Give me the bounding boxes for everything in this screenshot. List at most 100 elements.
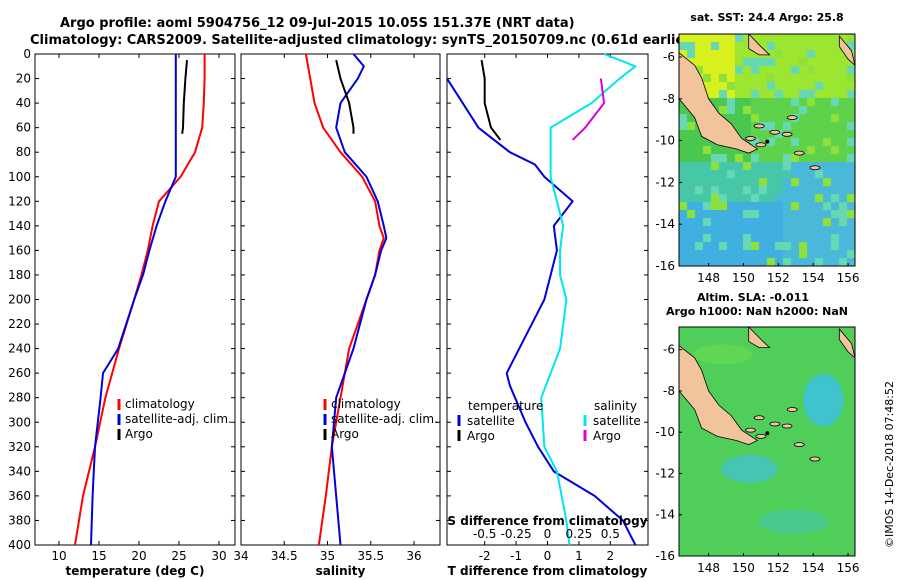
sst-cell: [759, 106, 767, 114]
sst-cell: [839, 34, 847, 42]
sst-cell: [703, 66, 711, 74]
sst-cell: [719, 178, 727, 186]
sst-cell: [783, 122, 791, 130]
sst-cell: [719, 186, 727, 194]
sst-cell: [815, 58, 823, 66]
sst-cell: [703, 74, 711, 82]
sst-cell: [839, 74, 847, 82]
sst-cell: [807, 154, 815, 162]
y-tick-label: 380: [8, 513, 31, 527]
sst-cell: [711, 194, 719, 202]
sst-cell: [687, 186, 695, 194]
y-tick-label: 260: [8, 366, 31, 380]
sst-cell: [807, 258, 815, 266]
sst-cell: [775, 90, 783, 98]
sst-cell: [751, 74, 759, 82]
sst-cell: [839, 58, 847, 66]
sst-cell: [783, 258, 791, 266]
sst-cell: [703, 210, 711, 218]
sst-cell: [759, 234, 767, 242]
sst-cell: [831, 138, 839, 146]
sst-cell: [799, 186, 807, 194]
sst-cell: [807, 74, 815, 82]
sst-cell: [823, 202, 831, 210]
sst-cell: [839, 202, 847, 210]
sst-cell: [759, 242, 767, 250]
sst-cell: [839, 162, 847, 170]
sst-cell: [807, 194, 815, 202]
legend-label: Argo: [593, 429, 621, 443]
x-tick-label: 148: [697, 561, 720, 575]
sst-cell: [839, 130, 847, 138]
island: [769, 129, 781, 135]
sst-cell: [735, 194, 743, 202]
sst-cell: [807, 250, 815, 258]
sst-cell: [711, 226, 719, 234]
sst-cell: [719, 50, 727, 58]
sst-cell: [807, 202, 815, 210]
legend-label: Argo: [467, 429, 495, 443]
sst-cell: [783, 82, 791, 90]
y-tick-label: -10: [655, 134, 675, 148]
sst-cell: [711, 98, 719, 106]
sst-cell: [783, 242, 791, 250]
y-tick-label: -6: [663, 50, 675, 64]
sst-cell: [679, 50, 687, 58]
sst-cell: [823, 226, 831, 234]
sst-cell: [831, 130, 839, 138]
sst-cell: [751, 34, 759, 42]
sst-cell: [831, 154, 839, 162]
sst-cell: [775, 42, 783, 50]
sst-cell: [687, 250, 695, 258]
y-tick-label: 80: [16, 145, 31, 159]
sst-cell: [767, 250, 775, 258]
sst-cell: [799, 106, 807, 114]
sst-cell: [687, 170, 695, 178]
sst-cell: [831, 50, 839, 58]
sst-cell: [767, 170, 775, 178]
sst-cell: [751, 258, 759, 266]
x-axis-label-secondary: S difference from climatology: [447, 514, 647, 528]
sst-cell: [823, 42, 831, 50]
sst-cell: [839, 138, 847, 146]
legend-label: Argo: [125, 427, 153, 441]
sst-cell: [775, 162, 783, 170]
sst-cell: [783, 66, 791, 74]
map-frame: [678, 326, 856, 557]
sst-cell: [799, 34, 807, 42]
sst-cell: [783, 138, 791, 146]
sst-cell: [799, 138, 807, 146]
x-axis-label: T difference from climatology: [448, 564, 648, 578]
sst-cell: [703, 58, 711, 66]
legend-label: Argo: [331, 427, 359, 441]
sst-cell: [767, 218, 775, 226]
sst-cell: [847, 210, 855, 218]
sst-cell: [735, 258, 743, 266]
sst-cell: [695, 34, 703, 42]
sst-cell: [831, 194, 839, 202]
sst-cell: [735, 82, 743, 90]
sst-cell: [823, 138, 831, 146]
sst-cell: [799, 42, 807, 50]
sst-cell: [751, 242, 759, 250]
sst-cell: [831, 146, 839, 154]
sst-cell: [751, 178, 759, 186]
sst-cell: [783, 154, 791, 162]
sst-cell: [711, 90, 719, 98]
sst-cell: [831, 90, 839, 98]
sst-cell: [727, 146, 735, 154]
y-tick-label: 60: [16, 121, 31, 135]
sst-cell: [743, 50, 751, 58]
sst-cell: [791, 90, 799, 98]
sst-cell: [807, 146, 815, 154]
sst-cell: [687, 258, 695, 266]
sst-cell: [695, 250, 703, 258]
sst-cell: [775, 138, 783, 146]
sst-cell: [799, 218, 807, 226]
sst-cell: [719, 170, 727, 178]
sst-cell: [847, 226, 855, 234]
sst-cell: [687, 34, 695, 42]
sst-cell: [719, 210, 727, 218]
sst-cell: [815, 234, 823, 242]
sst-cell: [751, 130, 759, 138]
